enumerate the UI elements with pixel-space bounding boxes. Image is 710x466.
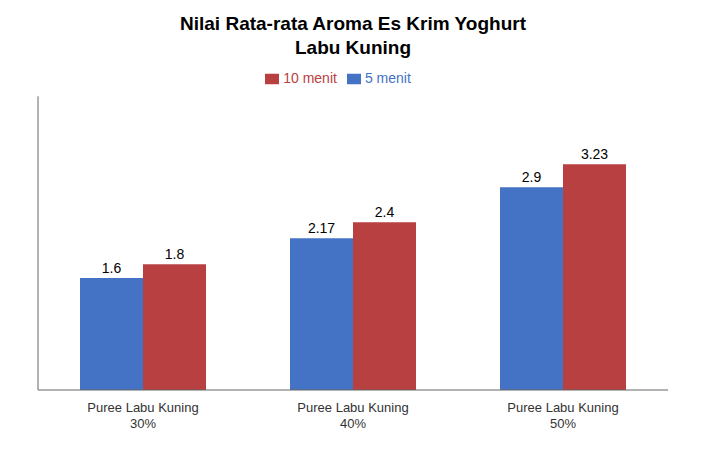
svg-text:2.4: 2.4	[375, 204, 395, 220]
html-text:10 menit: 10 menit	[283, 70, 337, 86]
html-text:Labu Kuning: Labu Kuning	[295, 37, 411, 58]
svg-text:Puree Labu Kuning50%: Puree Labu Kuning50%	[507, 400, 618, 431]
svg-text:1.8: 1.8	[165, 246, 185, 262]
svg-text:Puree Labu Kuning40%: Puree Labu Kuning40%	[297, 400, 408, 431]
svg-text:2.17: 2.17	[308, 220, 335, 236]
svg-text:3.23: 3.23	[581, 146, 608, 162]
html-text:Nilai Rata-rata Aroma Es Krim: Nilai Rata-rata Aroma Es Krim Yoghurt	[180, 13, 526, 34]
html-text:5 menit: 5 menit	[364, 70, 411, 86]
svg-text:2.9: 2.9	[522, 169, 542, 185]
svg-text:Puree Labu Kuning30%: Puree Labu Kuning30%	[87, 400, 198, 431]
svg-text:1.6: 1.6	[102, 260, 122, 276]
